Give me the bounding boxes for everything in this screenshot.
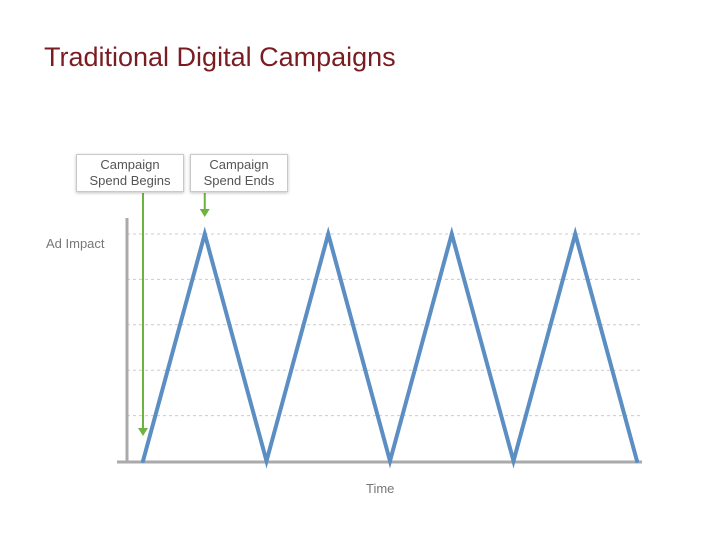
grid-lines	[127, 233, 642, 417]
series-line	[141, 226, 639, 469]
data-point	[202, 232, 207, 236]
y-axis-label: Ad Impact	[46, 236, 105, 251]
data-point	[326, 232, 331, 236]
callout-spend-ends-line2: Spend Ends	[203, 173, 275, 188]
callout-spend-ends: Campaign Spend Ends	[190, 154, 288, 192]
data-point	[449, 232, 454, 236]
data-point	[511, 459, 516, 463]
callout-spend-begins: Campaign Spend Begins	[76, 154, 184, 192]
data-point	[264, 459, 269, 463]
x-axis-label: Time	[366, 481, 395, 496]
data-point	[141, 459, 145, 463]
arrow-spend-begins-head	[138, 428, 148, 436]
slide-title: Traditional Digital Campaigns	[44, 42, 396, 72]
arrow-spend-ends-head	[199, 209, 210, 217]
callout-spend-begins-line2: Spend Begins	[89, 173, 171, 188]
data-point	[573, 232, 578, 236]
callout-spend-ends-line1: Campaign	[209, 157, 269, 172]
series-layer	[141, 226, 639, 469]
data-point	[388, 459, 392, 463]
annotation-arrows	[138, 193, 210, 436]
data-point	[635, 459, 639, 463]
callout-spend-begins-line1: Campaign	[100, 157, 160, 172]
